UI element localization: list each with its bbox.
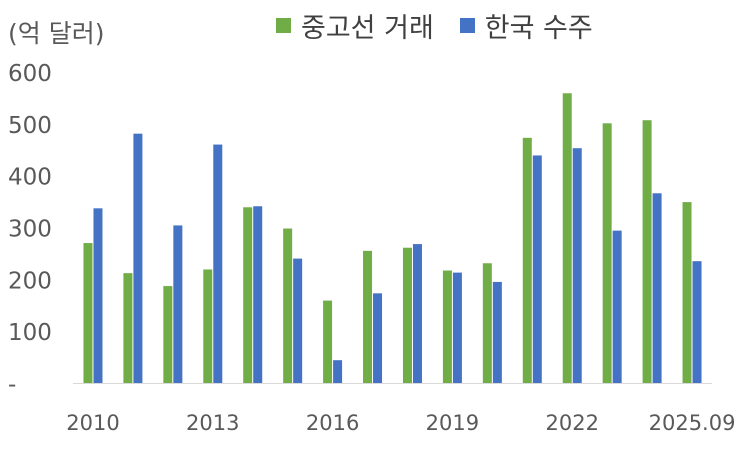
y-tick-label: 400: [8, 165, 52, 191]
bar-used-ship: [682, 202, 692, 383]
bar-used-ship: [602, 123, 612, 383]
y-tick-label: 300: [8, 217, 52, 243]
bar-korea-orders: [253, 206, 263, 383]
chart-legend: 중고선 거래 한국 수주: [276, 6, 593, 45]
bar-korea-orders: [133, 133, 143, 383]
bar-korea-orders: [213, 144, 223, 383]
y-tick-label: 100: [8, 320, 52, 346]
bar-korea-orders: [293, 258, 303, 383]
bar-used-ship: [642, 120, 652, 383]
bar-used-ship: [363, 250, 373, 383]
bar-korea-orders: [452, 272, 462, 383]
legend-swatch-blue: [459, 18, 475, 33]
bar-used-ship: [163, 286, 173, 383]
bar-used-ship: [83, 243, 93, 383]
bar-used-ship: [243, 207, 253, 383]
y-tick-label: 500: [8, 113, 52, 139]
bar-used-ship: [283, 228, 293, 383]
bar-korea-orders: [692, 261, 702, 383]
bar-korea-orders: [93, 208, 103, 383]
x-tick-label: 2025.09: [649, 411, 736, 435]
bar-used-ship: [482, 263, 492, 383]
bar-korea-orders: [492, 281, 502, 383]
bar-used-ship: [402, 247, 412, 383]
y-tick-label: -: [8, 372, 16, 398]
bar-korea-orders: [652, 193, 662, 383]
bar-korea-orders: [572, 148, 582, 383]
legend-item-korea-orders: 한국 수주: [459, 6, 593, 45]
x-tick-label: 2016: [306, 411, 359, 435]
bar-used-ship: [323, 300, 333, 383]
bar-used-ship: [522, 137, 532, 383]
legend-swatch-green: [276, 18, 291, 33]
legend-item-used-ship: 중고선 거래: [276, 6, 434, 45]
bar-used-ship: [562, 93, 572, 384]
bar-korea-orders: [412, 244, 422, 383]
y-tick-label: 200: [8, 268, 52, 294]
x-tick-label: 2019: [426, 411, 479, 435]
bar-korea-orders: [173, 225, 183, 383]
bar-used-ship: [203, 269, 213, 383]
bar-korea-orders: [373, 293, 383, 383]
y-tick-label: 600: [8, 61, 52, 87]
bar-used-ship: [123, 273, 133, 383]
legend-label-used-ship: 중고선 거래: [301, 13, 434, 44]
bar-korea-orders: [333, 360, 343, 383]
y-axis-unit-label: (억 달러): [8, 19, 105, 48]
legend-label-korea-orders: 한국 수주: [484, 13, 593, 44]
bar-used-ship: [442, 270, 452, 383]
x-tick-label: 2010: [66, 411, 119, 435]
x-tick-label: 2013: [186, 411, 239, 435]
bar-korea-orders: [612, 230, 622, 383]
x-tick-label: 2022: [545, 411, 598, 435]
bar-korea-orders: [532, 155, 542, 383]
